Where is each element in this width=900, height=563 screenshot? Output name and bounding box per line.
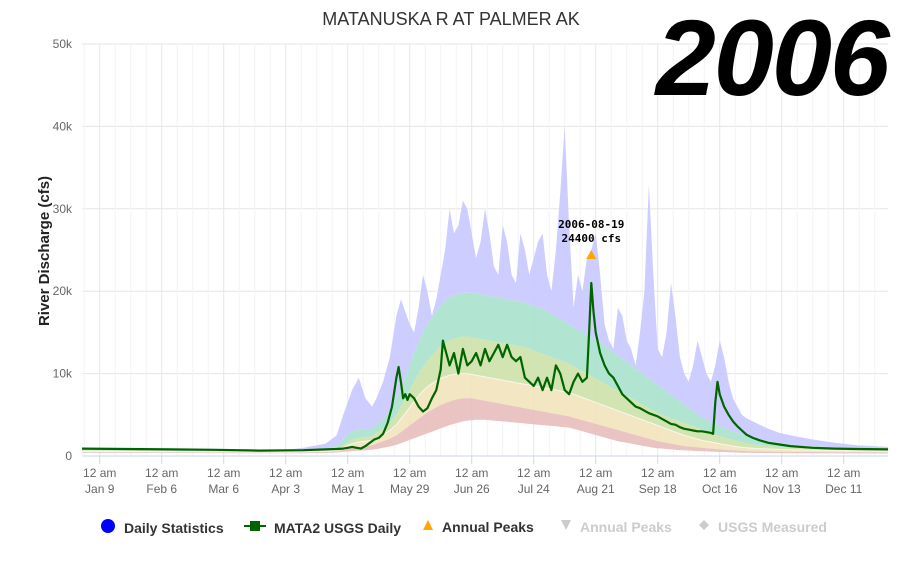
x-tick-label-time: 12 am bbox=[641, 466, 674, 480]
band-p25-min bbox=[82, 398, 888, 454]
legend: Daily Statistics MATA2 USGS Daily Annual… bbox=[0, 518, 900, 540]
triangle-down-icon bbox=[560, 518, 572, 535]
legend-label: Annual Peaks bbox=[580, 518, 672, 535]
x-tick-label-time: 12 am bbox=[145, 466, 178, 480]
x-tick-label-date: May 1 bbox=[331, 482, 364, 496]
x-tick-label-time: 12 am bbox=[269, 466, 302, 480]
x-tick-label-time: 12 am bbox=[765, 466, 798, 480]
x-tick-label-date: Feb 6 bbox=[146, 482, 177, 496]
x-tick-label-date: Nov 13 bbox=[763, 482, 801, 496]
daily-statistics-bands bbox=[81, 126, 889, 454]
circle-icon bbox=[100, 518, 116, 537]
axes: 0 10k 20k 30k 40k 50k 12 am Jan 9 12 am Feb 6 12 a… bbox=[53, 37, 888, 496]
band-p90-p75 bbox=[82, 292, 888, 452]
triangle-up-icon bbox=[422, 518, 434, 535]
legend-label: USGS Measured bbox=[718, 518, 827, 535]
x-tick-label-date: Jan 9 bbox=[85, 482, 115, 496]
legend-item-usgs-measured[interactable]: USGS Measured bbox=[698, 518, 827, 535]
legend-label: Annual Peaks bbox=[442, 518, 534, 535]
diamond-icon bbox=[698, 518, 710, 535]
band-p75-p50 bbox=[82, 336, 888, 452]
peak-label-value: 24400 cfs bbox=[561, 232, 621, 245]
mata2-daily-line bbox=[81, 281, 889, 452]
x-tick-label-time: 12 am bbox=[517, 466, 550, 480]
x-tick-label-time: 12 am bbox=[579, 466, 612, 480]
legend-item-annual-peaks[interactable]: Annual Peaks bbox=[422, 518, 534, 535]
chart-title: MATANUSKA R AT PALMER AK bbox=[322, 9, 579, 29]
legend-item-mata2-usgs-daily[interactable]: MATA2 USGS Daily bbox=[244, 518, 401, 537]
x-tick-label-date: Jun 26 bbox=[454, 482, 490, 496]
legend-item-daily-statistics[interactable]: Daily Statistics bbox=[100, 518, 224, 537]
x-tick-label-time: 12 am bbox=[703, 466, 736, 480]
x-tick-label-date: Aug 21 bbox=[577, 482, 615, 496]
x-tick-label-time: 12 am bbox=[207, 466, 240, 480]
year-stamp: 2006 bbox=[655, 0, 890, 118]
legend-label: Daily Statistics bbox=[124, 519, 224, 536]
x-tick-label-date: Apr 3 bbox=[271, 482, 300, 496]
band-max-p90 bbox=[82, 126, 888, 452]
x-tick-label-date: Oct 16 bbox=[702, 482, 738, 496]
peak-label-date: 2006-08-19 bbox=[558, 218, 624, 231]
x-tick-label-time: 12 am bbox=[827, 466, 860, 480]
x-tick-label-date: Jul 24 bbox=[518, 482, 550, 496]
legend-label: MATA2 USGS Daily bbox=[274, 519, 402, 536]
y-tick-label: 20k bbox=[53, 284, 73, 298]
legend-item-annual-peaks-hidden[interactable]: Annual Peaks bbox=[560, 518, 672, 535]
x-tick-label-time: 12 am bbox=[83, 466, 116, 480]
y-tick-label: 30k bbox=[53, 202, 73, 216]
x-tick-label-date: May 29 bbox=[390, 482, 430, 496]
line-square-icon bbox=[244, 518, 266, 537]
y-tick-label: 40k bbox=[53, 119, 73, 133]
x-tick-label-time: 12 am bbox=[393, 466, 426, 480]
x-tick-label-date: Dec 11 bbox=[825, 482, 862, 496]
x-tick-label-time: 12 am bbox=[455, 466, 488, 480]
band-median-line bbox=[81, 373, 889, 453]
y-axis-label: River Discharge (cfs) bbox=[36, 176, 53, 326]
band-p50-p25 bbox=[82, 373, 888, 453]
x-tick-label-date: Mar 6 bbox=[208, 482, 239, 496]
annual-peak-marker bbox=[586, 249, 597, 259]
y-tick-label: 10k bbox=[53, 367, 73, 381]
y-tick-label: 50k bbox=[53, 37, 73, 51]
x-tick-label-date: Sep 18 bbox=[639, 482, 677, 496]
y-tick-label: 0 bbox=[65, 449, 72, 463]
x-tick-label-time: 12 am bbox=[331, 466, 364, 480]
